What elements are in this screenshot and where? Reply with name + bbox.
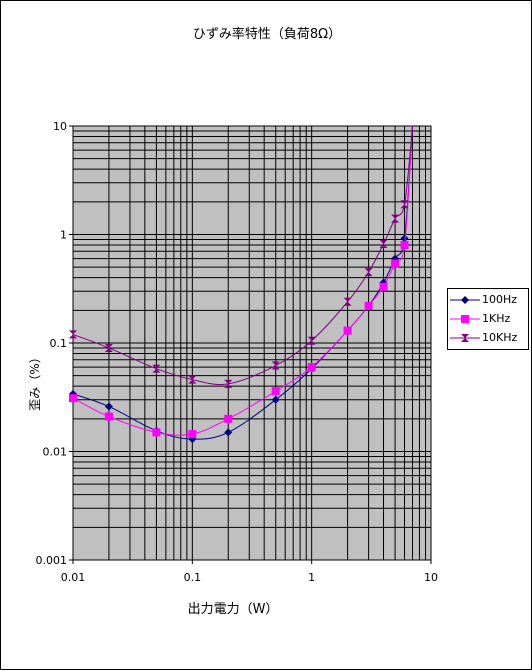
data-point-100hz: [104, 402, 113, 411]
data-point-1khz: [69, 394, 77, 403]
legend-item: 10KHz: [448, 329, 528, 347]
y-tick-label: 10: [53, 120, 67, 133]
y-tick-label: 1: [60, 229, 67, 242]
data-point-1khz: [307, 363, 316, 372]
data-point-10khz: [343, 297, 352, 306]
data-point-1khz: [271, 387, 280, 396]
x-tick-label: 10: [424, 571, 438, 584]
legend-label: 100Hz: [482, 293, 518, 306]
chart-title: ひずみ率特性（負荷8Ω）: [192, 27, 342, 42]
legend-item: 1KHz: [448, 310, 528, 328]
data-point-10khz: [364, 268, 373, 277]
data-point-10khz: [271, 361, 280, 370]
x-tick-label: 0.01: [61, 571, 86, 584]
y-tick-label: 0.01: [43, 446, 68, 459]
legend: 100Hz 1KHz 10KHz: [447, 288, 529, 350]
data-point-10khz: [379, 239, 388, 248]
data-point-1khz: [364, 301, 373, 310]
x-axis-label: 出力電力（W）: [188, 602, 279, 617]
data-point-10khz: [400, 200, 409, 209]
legend-swatch-10khz: [450, 334, 480, 342]
data-point-100hz: [224, 428, 233, 437]
data-point-10khz: [152, 364, 161, 373]
data-point-1khz: [379, 282, 388, 291]
x-tick-label: 1: [308, 571, 315, 584]
data-point-10khz: [307, 336, 316, 345]
x-tick-label: 0.1: [184, 571, 202, 584]
data-point-10khz: [104, 343, 113, 352]
y-tick-label: 0.1: [50, 337, 68, 350]
data-point-10khz: [224, 379, 233, 388]
data-point-1khz: [188, 429, 197, 438]
data-point-1khz: [224, 414, 233, 423]
legend-swatch-1khz: [450, 315, 480, 323]
data-point-1khz: [104, 412, 113, 421]
legend-swatch-100hz: [450, 296, 480, 304]
data-point-100hz: [271, 395, 280, 404]
legend-label: 1KHz: [482, 312, 511, 325]
grid: [73, 126, 431, 560]
data-point-1khz: [343, 326, 352, 335]
legend-label: 10KHz: [482, 331, 518, 344]
series-layer: [69, 125, 414, 444]
legend-item: 100Hz: [448, 291, 528, 309]
data-point-1khz: [391, 259, 400, 268]
data-point-1khz: [400, 241, 409, 250]
y-tick-label: 0.001: [36, 554, 68, 567]
axis-ticks: 0.01 0.1 1 10 0.001 0.01 0.1 1 10: [36, 120, 439, 584]
data-point-1khz: [152, 428, 161, 437]
y-axis-label: 歪み（%）: [28, 351, 42, 410]
data-point-100hz: [400, 234, 409, 243]
data-point-10khz: [391, 214, 400, 223]
data-point-10khz: [69, 330, 77, 339]
data-point-10khz: [188, 375, 197, 384]
